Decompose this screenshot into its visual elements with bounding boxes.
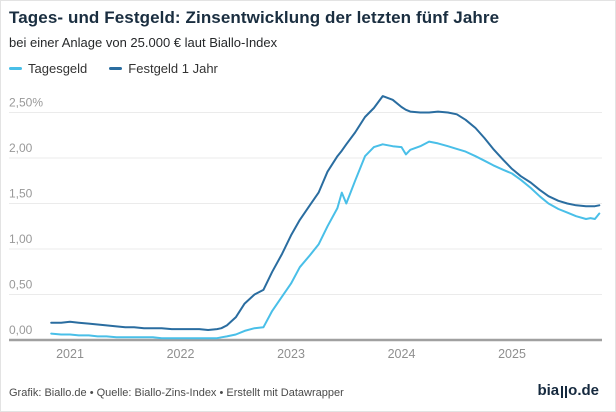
x-tick-label: 2024 <box>388 347 416 361</box>
legend-label: Tagesgeld <box>28 61 88 76</box>
chart-legend: Tagesgeld Festgeld 1 Jahr <box>9 61 218 76</box>
legend-item-festgeld[interactable]: Festgeld 1 Jahr <box>109 61 218 76</box>
series-line-tagesgeld[interactable] <box>50 140 601 340</box>
y-tick-label: 1,50 <box>9 187 33 201</box>
y-tick-label: 2,50% <box>9 96 43 110</box>
source-credit: Grafik: Biallo.de • Quelle: Biallo-Zins-… <box>9 387 344 399</box>
y-tick-label: 0,50 <box>9 278 33 292</box>
y-tick-label: 2,00 <box>9 141 33 155</box>
x-tick-label: 2022 <box>167 347 195 361</box>
logo-text-right: o.de <box>568 382 599 399</box>
festgeld-line-swatch-icon <box>109 67 123 70</box>
y-tick-label: 0,00 <box>9 323 33 337</box>
biallo-logo: bia o.de <box>537 382 599 400</box>
x-tick-label: 2021 <box>56 347 84 361</box>
chart-subtitle: bei einer Anlage von 25.000 € laut Biall… <box>9 35 278 50</box>
x-tick-label: 2023 <box>277 347 305 361</box>
logo-bar-icon <box>561 386 564 398</box>
page-title: Tages- und Festgeld: Zinsentwicklung der… <box>9 8 500 27</box>
legend-label: Festgeld 1 Jahr <box>128 61 218 76</box>
x-tick-label: 2025 <box>498 347 526 361</box>
y-tick-label: 1,00 <box>9 232 33 246</box>
tagesgeld-line-swatch-icon <box>9 67 22 70</box>
logo-bar-icon <box>565 386 568 398</box>
logo-text-left: bia <box>537 382 560 399</box>
series-line-festgeld-1-jahr[interactable] <box>50 95 601 331</box>
legend-item-tagesgeld[interactable]: Tagesgeld <box>9 61 87 76</box>
